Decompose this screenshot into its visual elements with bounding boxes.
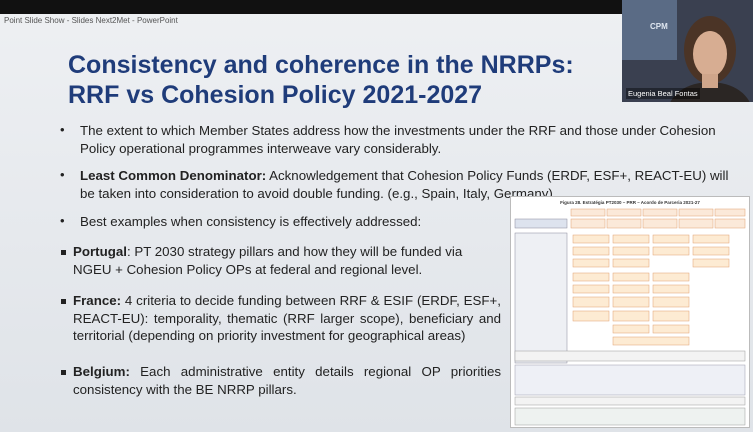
- embedded-figure: Figura 28. Estratégia PT2030 – PRR – Aco…: [510, 196, 750, 428]
- bold-text: Belgium:: [73, 364, 130, 379]
- screen: Point Slide Show - Slides Next2Met - Pow…: [0, 0, 753, 432]
- bullet: •: [60, 167, 65, 182]
- title-line: RRF vs Cohesion Policy 2021-2027: [68, 80, 574, 110]
- bold-text: Least Common Denominator:: [80, 168, 266, 183]
- window-title: Point Slide Show - Slides Next2Met - Pow…: [4, 16, 178, 25]
- square-bullet: [61, 370, 66, 375]
- text: 4 criteria to decide funding between RRF…: [73, 293, 501, 343]
- example-text: Belgium: Each administrative entity deta…: [73, 363, 501, 398]
- bullet: •: [60, 122, 65, 137]
- figure-graphic: [511, 197, 749, 427]
- bullet-text: The extent to which Member States addres…: [80, 122, 740, 157]
- slide-title: Consistency and coherence in the NRRPs: …: [68, 50, 574, 110]
- webcam-image: [622, 0, 753, 102]
- participant-name: Eugenia Beal Fontas: [626, 88, 700, 99]
- bullet: •: [60, 213, 65, 228]
- bullet-text: Best examples when consistency is effect…: [80, 213, 500, 231]
- bold-text: France:: [73, 293, 121, 308]
- text: : PT 2030 strategy pillars and how they …: [73, 244, 462, 277]
- example-text: Portugal: PT 2030 strategy pillars and h…: [73, 243, 503, 278]
- text: The extent to which Member States addres…: [80, 123, 716, 156]
- bold-text: Portugal: [73, 244, 127, 259]
- square-bullet: [61, 250, 66, 255]
- text: Each administrative entity details regio…: [73, 364, 501, 397]
- webcam-feed: CPM Eugenia Beal Fontas: [622, 0, 753, 102]
- example-text: France: 4 criteria to decide funding bet…: [73, 292, 501, 345]
- square-bullet: [61, 299, 66, 304]
- title-line: Consistency and coherence in the NRRPs:: [68, 50, 574, 80]
- text: Best examples when consistency is effect…: [80, 214, 421, 229]
- logo-text: CPM: [650, 22, 668, 31]
